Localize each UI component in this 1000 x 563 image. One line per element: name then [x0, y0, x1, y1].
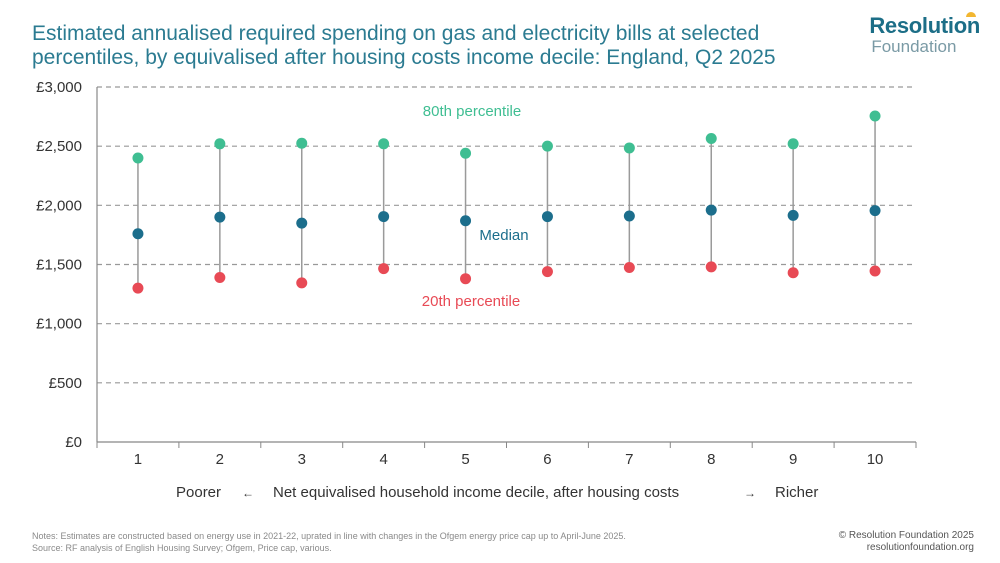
logo-line1: Resolution [869, 13, 980, 38]
point-median [378, 211, 390, 223]
x-tick-label: 8 [707, 451, 715, 468]
x-tick-label: 9 [789, 451, 797, 468]
point-80th-percentile [541, 140, 553, 152]
x-tick-label: 4 [379, 451, 387, 468]
point-80th-percentile [787, 138, 799, 150]
point-20th-percentile [132, 282, 144, 294]
point-median [869, 205, 881, 217]
dot-range-chart: £0 £500 £1,000 £1,500 £2,000 £2,500 £3,000 1 2 3… [36, 79, 917, 501]
y-tick-label: £1,500 [36, 257, 82, 274]
x-axis [96, 87, 917, 448]
series-label-20th-percentile: 20th percentile [422, 293, 520, 310]
point-20th-percentile [541, 266, 553, 278]
x-axis-title: Poorer ← Net equivalised household incom… [176, 484, 818, 501]
x-tick-label: 5 [461, 451, 469, 468]
point-80th-percentile [132, 152, 144, 164]
point-80th-percentile [378, 138, 390, 150]
y-axis-tick-labels: £0 £500 £1,000 £1,500 £2,000 £2,500 £3,000 [36, 79, 82, 451]
point-median [214, 211, 226, 223]
source-line: Source: RF analysis of English Housing S… [32, 543, 332, 553]
series-label-median: Median [479, 227, 528, 244]
y-tick-label: £500 [49, 375, 82, 392]
point-median [460, 215, 472, 227]
point-80th-percentile [296, 137, 308, 149]
left-arrow-icon: ← [242, 486, 254, 500]
point-median [132, 228, 144, 240]
point-median [787, 209, 799, 221]
x-axis-tick-labels: 1 2 3 4 5 6 7 8 9 10 [134, 451, 884, 468]
point-median [705, 204, 717, 216]
notes-line: Notes: Estimates are constructed based o… [32, 531, 626, 541]
x-axis-title-label: Net equivalised household income decile,… [273, 484, 679, 501]
x-tick-label: 7 [625, 451, 633, 468]
point-median [296, 217, 308, 229]
resolution-foundation-logo: Resolution Foundation [869, 12, 980, 56]
logo-sun-icon [966, 12, 977, 17]
x-axis-richer-label: Richer [775, 484, 818, 501]
logo-line2: Foundation [871, 37, 957, 56]
point-80th-percentile [869, 110, 881, 122]
point-20th-percentile [378, 263, 390, 275]
point-80th-percentile [460, 147, 472, 159]
y-tick-label: £2,500 [36, 138, 82, 155]
x-axis-poorer-label: Poorer [176, 484, 221, 501]
y-tick-label: £3,000 [36, 79, 82, 96]
x-tick-label: 6 [543, 451, 551, 468]
chart-notes: Notes: Estimates are constructed based o… [32, 530, 626, 554]
gridlines [97, 86, 916, 384]
point-80th-percentile [705, 132, 717, 144]
point-20th-percentile [296, 277, 308, 289]
x-tick-label: 2 [216, 451, 224, 468]
copyright-line: © Resolution Foundation 2025 [838, 530, 974, 541]
point-80th-percentile [623, 142, 635, 154]
point-20th-percentile [623, 261, 635, 273]
data-points [132, 110, 881, 294]
y-tick-label: £2,000 [36, 197, 82, 214]
right-arrow-icon: → [744, 486, 756, 500]
y-tick-label: £1,000 [36, 316, 82, 333]
x-tick-label: 1 [134, 451, 142, 468]
x-tick-label: 10 [867, 451, 884, 468]
range-connectors [137, 115, 876, 289]
series-label-80th-percentile: 80th percentile [423, 103, 521, 120]
point-20th-percentile [787, 267, 799, 279]
point-20th-percentile [705, 261, 717, 273]
chart-title: Estimated annualised required spending o… [32, 22, 776, 69]
x-tick-label: 3 [298, 451, 306, 468]
website-line: resolutionfoundation.org [866, 542, 974, 553]
y-tick-label: £0 [65, 434, 82, 451]
point-median [541, 211, 553, 223]
point-median [623, 210, 635, 222]
point-20th-percentile [460, 273, 472, 285]
point-80th-percentile [214, 138, 226, 150]
point-20th-percentile [214, 272, 226, 284]
copyright-credit: © Resolution Foundation 2025 resolutionf… [839, 530, 974, 554]
point-20th-percentile [869, 265, 881, 277]
